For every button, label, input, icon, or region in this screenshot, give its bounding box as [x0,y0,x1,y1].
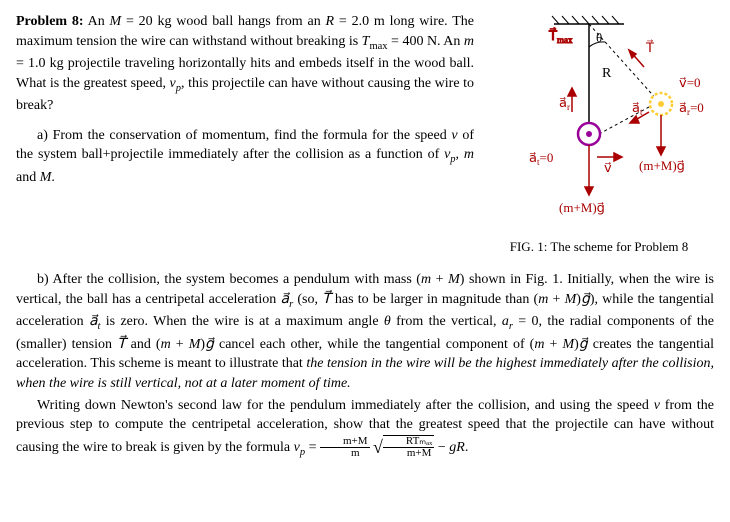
label-at: a⃗t [632,100,643,117]
label-v0: v⃗=0 [679,75,701,90]
part-a-label: a) [37,128,48,143]
label-ar0: a⃗r=0 [679,100,704,117]
problem-label: Problem 8: [16,14,84,29]
part-b-2: Writing down Newton's second law for the… [16,396,714,460]
figure-caption: FIG. 1: The scheme for Problem 8 [484,238,714,256]
sqrt-bot: m+M [383,448,434,459]
formula: vp = m+M m √ RTₘₐₓ m+M − gR. [294,440,469,455]
label-r: R [602,66,612,81]
part-a: a) From the conservation of momentum, fi… [16,126,474,188]
label-t: T⃗ [645,40,654,55]
part-b: b) After the collision, the system becom… [16,270,714,393]
figure-diagram: θ T⃗max T⃗ R a⃗r [484,12,714,232]
label-v: v⃗ [604,160,612,175]
problem-intro: Problem 8: An M = 20 kg wood ball hangs … [16,12,474,116]
frac-bot: m [320,448,370,459]
label-tmax: T⃗max [548,28,573,45]
formula-tail: − gR. [438,440,468,455]
part-b-label: b) [37,272,49,287]
label-at0: a⃗t=0 [529,150,553,167]
label-mg2: (m+M)g⃗ [559,200,605,215]
label-mg1: (m+M)g⃗ [639,158,685,173]
label-ar: a⃗r [559,95,570,112]
label-theta: θ [596,30,602,45]
frac-top: m+M [320,436,370,448]
